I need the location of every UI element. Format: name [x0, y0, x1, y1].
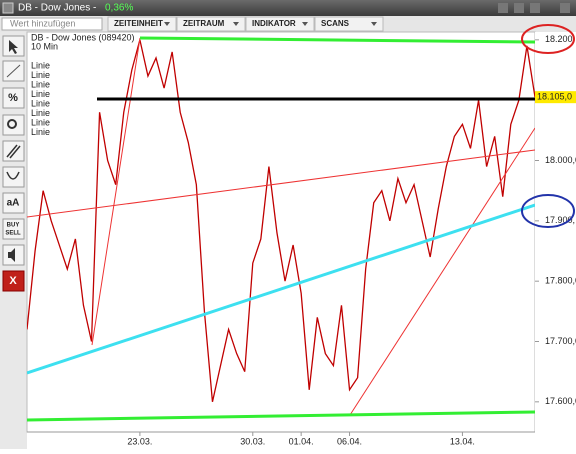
tab-label: INDIKATOR [252, 19, 296, 28]
drawing-label: Linie [31, 127, 50, 137]
dropdown-arrow [164, 22, 170, 26]
tab[interactable] [107, 16, 177, 32]
button-label: SELL [5, 231, 21, 237]
tab-label: SCANS [321, 19, 350, 28]
drawing-label: Linie [31, 98, 50, 108]
dropdown-arrow [371, 22, 377, 26]
drawing-label: Linie [31, 117, 50, 127]
y-tick-label: 17.600,0 [545, 396, 576, 406]
icon [6, 171, 20, 180]
title-bar [0, 0, 576, 16]
y-tick-label: 17.800,0 [545, 276, 576, 286]
y-tick-label: 17.700,0 [545, 336, 576, 346]
icon: % [8, 92, 18, 104]
search-input[interactable] [1, 17, 103, 31]
window-button[interactable] [530, 3, 540, 13]
x-tick-label: 06.04. [337, 436, 362, 446]
highlight-ellipse [521, 194, 575, 228]
tab[interactable] [245, 16, 315, 32]
tool-button[interactable] [2, 87, 25, 109]
drawing-label: Linie [31, 108, 50, 118]
close-button[interactable] [560, 3, 570, 13]
icon [7, 119, 17, 129]
highlight-ellipse [521, 24, 575, 54]
last-price-label: 18.105,0 [537, 92, 572, 102]
x-tick-label: 23.03. [127, 436, 152, 446]
icon [6, 144, 21, 159]
tool-button[interactable] [2, 166, 25, 188]
plot-area [26, 31, 536, 433]
tool-button[interactable] [2, 192, 25, 214]
trend-line [27, 149, 535, 218]
tab-label: ZEITEINHEIT [114, 19, 163, 28]
tab[interactable] [314, 16, 384, 32]
tool-button[interactable] [2, 270, 25, 292]
instrument: DB - Dow Jones (089420) [31, 32, 135, 42]
drawing-label: Linie [31, 79, 50, 89]
price-line [27, 39, 535, 402]
search-placeholder: Wert hinzufügen [10, 18, 75, 28]
last-price-marker [535, 91, 576, 104]
x-tick-label: 30.03. [240, 436, 265, 446]
menu-icon[interactable] [2, 2, 14, 14]
y-tick-label: 17.900, [545, 215, 575, 225]
trend-line [139, 36, 535, 44]
button-label: aA [7, 198, 20, 209]
drawing-label: Linie [31, 70, 50, 80]
y-tick-label: 18.200 [545, 34, 573, 44]
dropdown-arrow [302, 22, 308, 26]
window-button[interactable] [514, 3, 524, 13]
trend-line [349, 127, 535, 416]
drawing-label: Linie [31, 60, 50, 70]
change: 0,36% [105, 3, 133, 14]
button-label: X [9, 275, 17, 287]
interval: 10 Min [31, 41, 58, 51]
trend-line [27, 203, 535, 375]
drawing-label: Linie [31, 89, 50, 99]
icon [9, 40, 18, 54]
trend-line [91, 37, 141, 346]
icon [8, 248, 15, 262]
dropdown-arrow [233, 22, 239, 26]
window-button[interactable] [498, 3, 508, 13]
x-tick-label: 13.04. [450, 436, 475, 446]
title: DB - Dow Jones - [18, 3, 96, 14]
x-tick-label: 01.04. [289, 436, 314, 446]
icon [6, 64, 21, 78]
tool-button[interactable] [2, 114, 25, 136]
trend-line [27, 410, 535, 422]
button-label: BUY [7, 223, 20, 229]
tool-button[interactable] [2, 140, 25, 162]
tool-button[interactable] [2, 218, 25, 240]
tab[interactable] [176, 16, 246, 32]
y-tick-label: 18.000,0 [545, 155, 576, 165]
tab-label: ZEITRAUM [183, 19, 225, 28]
